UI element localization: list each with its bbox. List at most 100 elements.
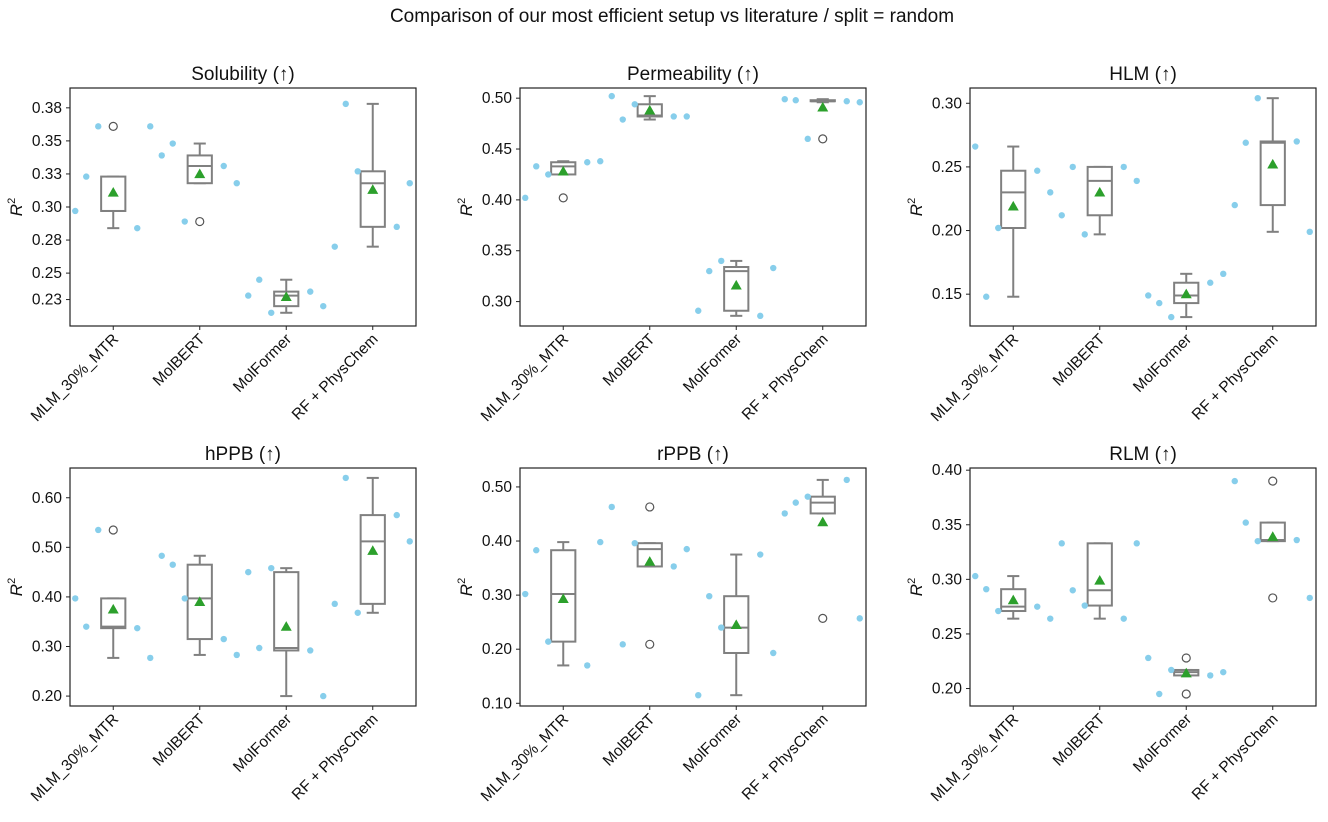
y-tick-label: 0.30 <box>482 587 513 604</box>
y-axis-label-superscript: 2 <box>456 198 468 204</box>
mean-marker <box>1007 594 1019 605</box>
data-point <box>706 267 713 275</box>
data-point <box>757 312 764 320</box>
y-tick-label: 0.38 <box>32 100 62 117</box>
data-point <box>843 476 850 484</box>
mean-marker <box>107 186 119 197</box>
y-tick-label: 0.60 <box>32 490 63 507</box>
data-point <box>522 590 529 598</box>
data-point <box>983 293 990 300</box>
y-tick-label: 0.30 <box>32 199 63 216</box>
box-group <box>1259 97 1286 233</box>
data-point <box>1034 603 1041 610</box>
data-point <box>1231 477 1238 485</box>
data-point <box>134 624 141 632</box>
box <box>1259 140 1286 207</box>
data-point <box>268 564 275 572</box>
data-point <box>1047 615 1054 622</box>
y-axis-label-base: R <box>7 204 26 216</box>
data-point <box>169 561 176 568</box>
data-point <box>972 143 979 150</box>
data-point <box>718 624 725 631</box>
box-group <box>1000 145 1027 298</box>
outlier-marker <box>195 216 205 227</box>
outlier-marker <box>1181 689 1191 699</box>
plot-frame <box>969 87 1317 327</box>
y-tick-label: 0.20 <box>932 681 963 698</box>
plot-frame <box>519 87 867 327</box>
outlier-marker <box>645 502 655 512</box>
data-point <box>545 638 552 645</box>
data-point <box>683 545 690 553</box>
plot-frame <box>69 87 417 327</box>
y-tick-label: 0.20 <box>932 223 963 240</box>
panel-title: HLM (↑) <box>1109 64 1177 85</box>
y-axis-label: R2 <box>456 578 476 596</box>
plot-frame <box>969 467 1317 707</box>
data-point <box>631 101 638 108</box>
data-point <box>1254 537 1261 545</box>
mean-marker <box>644 104 656 115</box>
x-tick-label: MolBERT <box>150 330 209 389</box>
data-point <box>233 180 240 187</box>
y-axis-label-superscript: 2 <box>6 578 18 584</box>
box-group <box>100 525 127 659</box>
box <box>723 595 750 654</box>
box <box>359 170 386 228</box>
data-point <box>256 276 263 283</box>
outlier-marker <box>1268 476 1278 486</box>
data-point <box>770 264 777 272</box>
mean-marker <box>730 619 742 629</box>
y-axis-label: R2 <box>456 198 476 216</box>
chart-panel-4: hPPB (↑) R2 0.20 0.30 0.40 0.50 0.60 MLM_30%_MT… <box>6 444 417 805</box>
y-tick-label: 0.25 <box>932 626 962 643</box>
x-tick-label: MolFormer <box>230 711 295 776</box>
data-point <box>718 257 725 265</box>
y-axis-label: R2 <box>906 578 926 596</box>
data-point <box>320 302 327 310</box>
box-group <box>100 121 127 230</box>
x-tick-label: RF + PhysChem <box>1189 331 1282 424</box>
x-tick-label: MolBERT <box>150 710 209 769</box>
data-point <box>169 140 176 147</box>
y-axis-label-superscript: 2 <box>456 578 468 584</box>
data-point <box>1220 668 1227 676</box>
outlier-marker <box>818 134 828 144</box>
x-tick-label: MLM_30%_MTR <box>478 711 572 805</box>
data-point <box>134 224 141 232</box>
y-axis-label: R2 <box>906 198 926 216</box>
data-point <box>342 474 349 482</box>
data-point <box>545 171 552 178</box>
data-point <box>72 207 79 215</box>
chart-panel-2: Permeability (↑) R2 0.30 0.35 0.40 0.45 0.50 ML… <box>456 64 867 425</box>
chart-panel-3: HLM (↑) R2 0.15 0.20 0.25 0.30 MLM_30%_MTR MolB… <box>906 64 1317 425</box>
x-tick-label: MolFormer <box>230 331 295 396</box>
outlier-marker <box>1181 653 1191 663</box>
box-group <box>1086 542 1113 620</box>
data-point <box>1058 540 1065 547</box>
mean-marker <box>1267 531 1279 541</box>
panel-title: RLM (↑) <box>1109 444 1177 465</box>
box <box>1086 542 1113 607</box>
data-point <box>331 243 338 250</box>
box <box>273 571 300 652</box>
data-point <box>72 595 79 602</box>
y-tick-label: 0.20 <box>32 688 63 705</box>
box-group <box>273 567 300 698</box>
y-axis-label-base: R <box>907 584 926 596</box>
y-tick-label: 0.15 <box>932 286 962 303</box>
x-tick-label: RF + PhysChem <box>1189 711 1282 804</box>
mean-marker <box>557 593 569 604</box>
y-tick-label: 0.45 <box>482 141 512 158</box>
plot-frame <box>519 467 867 707</box>
outlier-marker <box>818 613 828 623</box>
data-point <box>1133 540 1140 547</box>
data-point <box>608 503 615 511</box>
x-tick-label: RF + PhysChem <box>739 331 832 424</box>
mean-marker <box>557 165 569 176</box>
box-group <box>550 541 577 667</box>
y-tick-label: 0.20 <box>482 641 513 658</box>
mean-marker <box>1094 186 1106 197</box>
y-tick-label: 0.23 <box>32 292 62 309</box>
data-point <box>158 152 165 159</box>
